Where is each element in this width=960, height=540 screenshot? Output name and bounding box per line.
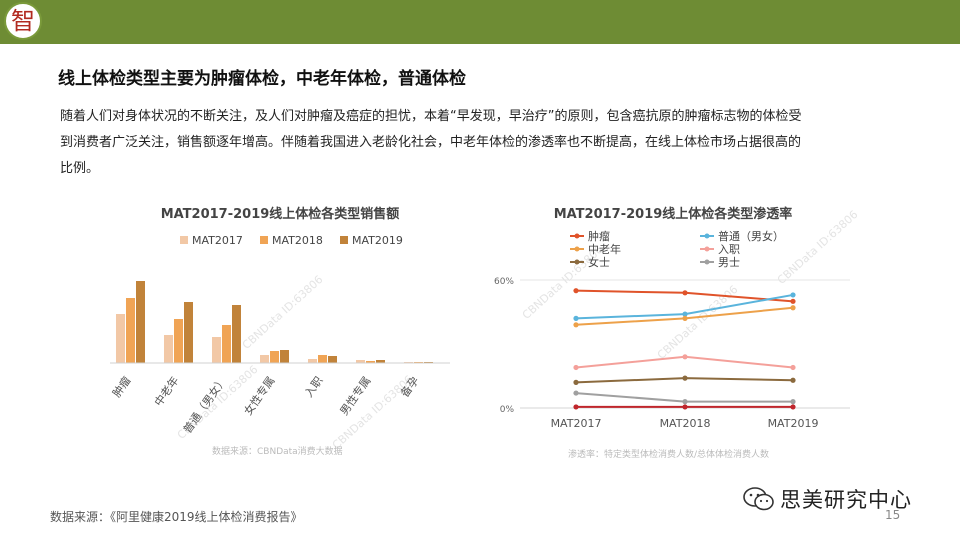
legend-swatch — [340, 236, 348, 244]
legend-label: MAT2017 — [192, 234, 243, 247]
bar — [222, 325, 231, 363]
page-title: 线上体检类型主要为肿瘤体检，中老年体检，普通体检 — [58, 69, 466, 89]
data-point — [682, 375, 688, 381]
legend-swatch — [260, 236, 268, 244]
legend-label: 肿瘤 — [588, 229, 610, 243]
source-note: 数据来源：《阿里健康2019线上体检消费报告》 — [50, 510, 303, 524]
bar — [356, 360, 365, 363]
watermark: CBNData ID:63806 — [240, 273, 326, 352]
legend-label: MAT2019 — [352, 234, 403, 247]
data-point — [790, 305, 796, 311]
bar — [212, 337, 221, 363]
data-point — [682, 354, 688, 360]
line-series — [573, 288, 796, 410]
data-point — [573, 364, 579, 371]
data-point — [790, 292, 796, 298]
page-number: 15 — [885, 508, 901, 522]
chart-footnote: 渗透率：特定类型体检消费人数/总体体检消费人数 — [568, 448, 769, 460]
legend-label: 男士 — [718, 256, 740, 269]
data-point — [790, 364, 796, 371]
x-tick-label: MAT2018 — [660, 417, 711, 430]
data-point — [790, 298, 796, 304]
x-tick-label: 入职 — [302, 374, 325, 399]
legend-marker — [574, 246, 580, 252]
chart-title: MAT2017-2019线上体检各类型销售额 — [161, 206, 400, 222]
y-tick-label: 60% — [494, 277, 514, 287]
chart-title: MAT2017-2019线上体检各类型渗透率 — [554, 206, 793, 222]
x-tick-labels: MAT2017 MAT2018 MAT2019 — [551, 417, 819, 430]
data-point — [790, 404, 796, 410]
chart-legend: MAT2017 MAT2018 MAT2019 — [180, 234, 403, 247]
data-point — [573, 390, 579, 396]
bar — [116, 314, 125, 363]
legend-marker — [574, 259, 580, 265]
data-point — [682, 311, 688, 317]
x-tick-label: 肿瘤 — [109, 374, 133, 400]
y-tick-label: 0% — [500, 405, 515, 415]
bar — [308, 359, 317, 363]
data-point — [682, 399, 688, 405]
legend-label: MAT2018 — [272, 234, 323, 247]
bar — [376, 360, 385, 363]
legend-label: 入职 — [718, 243, 740, 256]
bar — [318, 355, 327, 363]
wechat-icon — [743, 487, 774, 511]
data-point — [790, 377, 796, 383]
bar — [174, 319, 183, 363]
bar — [232, 305, 241, 363]
legend-marker — [704, 233, 710, 239]
legend-label: 女士 — [588, 255, 610, 269]
legend-marker — [574, 233, 580, 239]
bar — [366, 361, 375, 363]
bar — [184, 302, 193, 363]
bar — [328, 356, 337, 363]
data-point — [790, 399, 796, 405]
legend-swatch — [180, 236, 188, 244]
bar — [136, 281, 145, 363]
data-point — [573, 379, 579, 385]
legend-marker — [704, 259, 710, 265]
legend-label: 中老年 — [588, 242, 621, 256]
x-tick-label: MAT2017 — [551, 417, 602, 430]
bar — [280, 350, 289, 363]
bar — [164, 335, 173, 363]
x-tick-label: 中老年 — [151, 374, 181, 409]
logo: 智 — [4, 2, 42, 40]
data-point — [682, 290, 688, 296]
data-point — [573, 315, 579, 321]
chart-footnote: 数据来源：CBNData消费大数据 — [212, 445, 343, 457]
header-bar: 智 — [0, 0, 960, 44]
legend-marker — [704, 246, 710, 252]
legend-label: 普通（男女） — [718, 229, 784, 243]
data-point — [682, 404, 688, 410]
bar — [270, 351, 279, 363]
bar — [260, 355, 269, 363]
sales-bar-chart: CBNData ID:63806 CBNData ID:63806 CBNDat… — [109, 206, 450, 457]
data-point — [573, 404, 579, 410]
data-point — [682, 315, 688, 321]
data-point — [573, 288, 579, 294]
penetration-line-chart: CBNData ID:63806 CBNData ID:63806 CBNDat… — [494, 206, 860, 460]
bar — [126, 298, 135, 363]
intro-paragraph: 随着人们对身体状况的不断关注，及人们对肿瘤及癌症的担忧，本着“早发现，早治疗”的… — [60, 109, 802, 176]
x-tick-label: MAT2019 — [768, 417, 819, 430]
brand-name: 思美研究中心 — [780, 488, 912, 512]
data-point — [573, 322, 579, 328]
